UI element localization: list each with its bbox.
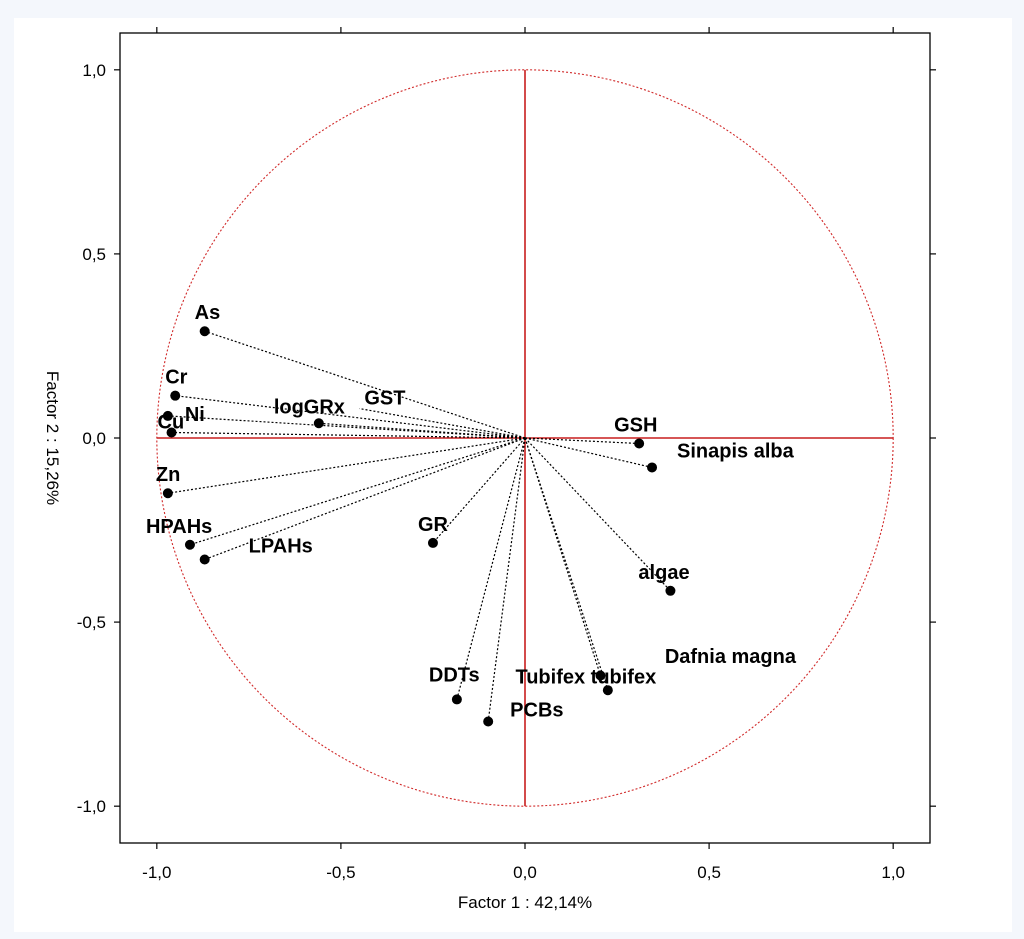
point-label: GSH xyxy=(614,415,657,437)
point-label: GST xyxy=(364,388,405,410)
point-label: GR xyxy=(418,514,449,536)
loading-vector xyxy=(204,330,526,439)
data-point xyxy=(602,685,613,696)
loading-vector xyxy=(524,437,671,592)
x-tick-label: 1,0 xyxy=(881,863,905,882)
point-label: algae xyxy=(638,562,689,584)
loading-vector xyxy=(456,437,526,700)
data-point xyxy=(184,539,195,550)
loading-vector xyxy=(189,437,526,546)
data-point xyxy=(170,390,181,401)
y-axis-title: Factor 2 : 15,26% xyxy=(43,371,62,505)
data-point xyxy=(313,418,324,429)
loading-vector xyxy=(524,437,640,445)
data-point xyxy=(595,670,606,681)
data-point xyxy=(483,716,494,727)
data-point xyxy=(634,438,645,449)
point-label: LPAHs xyxy=(249,536,313,558)
loading-vector xyxy=(524,437,653,469)
point-label: Sinapis alba xyxy=(677,440,795,462)
data-point xyxy=(647,462,658,473)
point-label: Dafnia magna xyxy=(665,646,797,668)
data-point xyxy=(665,585,676,596)
point-label: DDTs xyxy=(429,664,480,686)
y-tick-label: -1,0 xyxy=(77,797,106,816)
point-label: HPAHs xyxy=(146,516,212,538)
y-tick-label: -0,5 xyxy=(77,613,106,632)
loading-vector xyxy=(359,407,526,439)
loading-vector xyxy=(171,431,526,439)
x-tick-label: -1,0 xyxy=(142,863,171,882)
pca-loading-plot: -1,0 -0,5 0,0 0,5 1,0 -1,0 -0,5 0,0 0,5 1,0 As Cr N… xyxy=(43,27,936,912)
loading-vector xyxy=(318,422,526,439)
data-point xyxy=(162,488,173,499)
loading-vector xyxy=(204,437,526,561)
data-point xyxy=(199,554,210,565)
point-label: As xyxy=(195,302,221,324)
chart-panel: -1,0 -0,5 0,0 0,5 1,0 -1,0 -0,5 0,0 0,5 1,0 As Cr N… xyxy=(14,18,1012,932)
x-tick-label: 0,5 xyxy=(697,863,721,882)
point-label: Cu xyxy=(158,411,185,433)
loading-vector xyxy=(167,437,526,494)
y-tick-label: 0,0 xyxy=(82,429,106,448)
y-tick-label: 0,5 xyxy=(82,245,106,264)
point-label: PCBs xyxy=(510,700,563,722)
data-point xyxy=(199,326,210,337)
x-tick-label: 0,0 xyxy=(513,863,537,882)
point-label: Zn xyxy=(156,464,180,486)
data-point xyxy=(166,427,177,438)
x-tick-label: -0,5 xyxy=(326,863,355,882)
loading-vector xyxy=(524,437,602,676)
x-axis-title: Factor 1 : 42,14% xyxy=(458,893,592,912)
point-label: logGRx xyxy=(274,396,345,418)
loading-vector xyxy=(175,395,526,439)
point-label: Ni xyxy=(185,404,205,426)
y-tick-label: 1,0 xyxy=(82,61,106,80)
point-label: Tubifex tubifex xyxy=(515,666,656,688)
point-label: Cr xyxy=(165,367,187,389)
data-point xyxy=(162,410,173,421)
loading-vector xyxy=(432,437,526,544)
data-point xyxy=(427,537,438,548)
data-point xyxy=(451,694,462,705)
